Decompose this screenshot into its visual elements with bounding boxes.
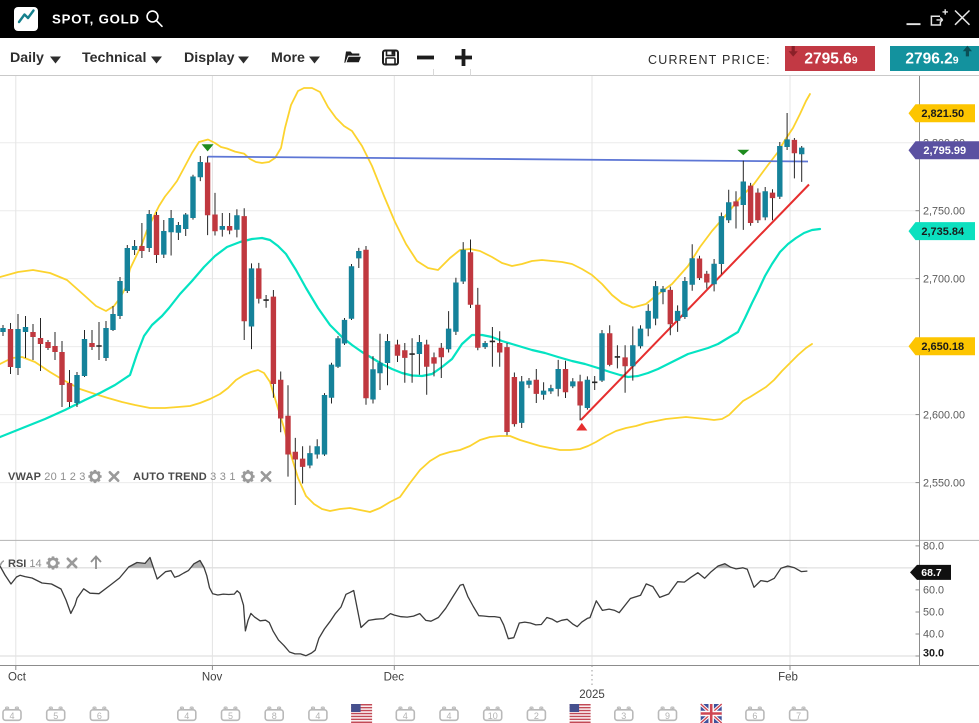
svg-text:5: 5 (228, 711, 233, 721)
svg-text:4: 4 (446, 711, 451, 721)
svg-text:Dec: Dec (384, 672, 405, 684)
svg-text:2,550.00: 2,550.00 (923, 477, 965, 489)
svg-text:10: 10 (488, 711, 498, 721)
svg-text:2,795.99: 2,795.99 (923, 145, 966, 157)
svg-text:Feb: Feb (778, 672, 798, 684)
svg-text:68.7: 68.7 (921, 567, 942, 579)
svg-text:2,700.00: 2,700.00 (923, 273, 965, 285)
svg-text:9: 9 (665, 711, 670, 721)
svg-text:AUTO TREND 3 3 1: AUTO TREND 3 3 1 (133, 471, 236, 483)
svg-text:3: 3 (621, 711, 626, 721)
svg-text:4: 4 (403, 711, 408, 721)
svg-text:6: 6 (97, 711, 102, 721)
svg-text:80.0: 80.0 (923, 541, 944, 553)
svg-text:4: 4 (315, 711, 320, 721)
svg-text:6: 6 (752, 711, 757, 721)
svg-text:4: 4 (184, 711, 189, 721)
svg-text:2796.29: 2796.29 (905, 51, 958, 68)
svg-text:2,821.50: 2,821.50 (921, 108, 964, 120)
svg-text:VWAP 20 1 2 3: VWAP 20 1 2 3 (8, 471, 86, 483)
svg-text:Nov: Nov (202, 672, 223, 684)
svg-text:2025: 2025 (579, 689, 605, 701)
svg-text:50.0: 50.0 (923, 607, 944, 619)
svg-text:SPOT, GOLD: SPOT, GOLD (52, 12, 140, 27)
svg-text:2: 2 (534, 711, 539, 721)
svg-text:4: 4 (9, 711, 14, 721)
svg-text:Oct: Oct (8, 672, 27, 684)
svg-text:2,650.18: 2,650.18 (921, 341, 964, 353)
svg-text:7: 7 (796, 711, 801, 721)
svg-text:8: 8 (272, 711, 277, 721)
svg-text:60.0: 60.0 (923, 585, 944, 597)
svg-text:2,750.00: 2,750.00 (923, 205, 965, 217)
svg-text:2795.69: 2795.69 (804, 51, 857, 68)
svg-text:5: 5 (53, 711, 58, 721)
svg-text:2,735.84: 2,735.84 (921, 226, 965, 238)
svg-text:RSI 14: RSI 14 (8, 558, 42, 570)
svg-text:40.0: 40.0 (923, 629, 944, 641)
svg-text:30.0: 30.0 (923, 648, 944, 660)
svg-text:2,600.00: 2,600.00 (923, 409, 965, 421)
